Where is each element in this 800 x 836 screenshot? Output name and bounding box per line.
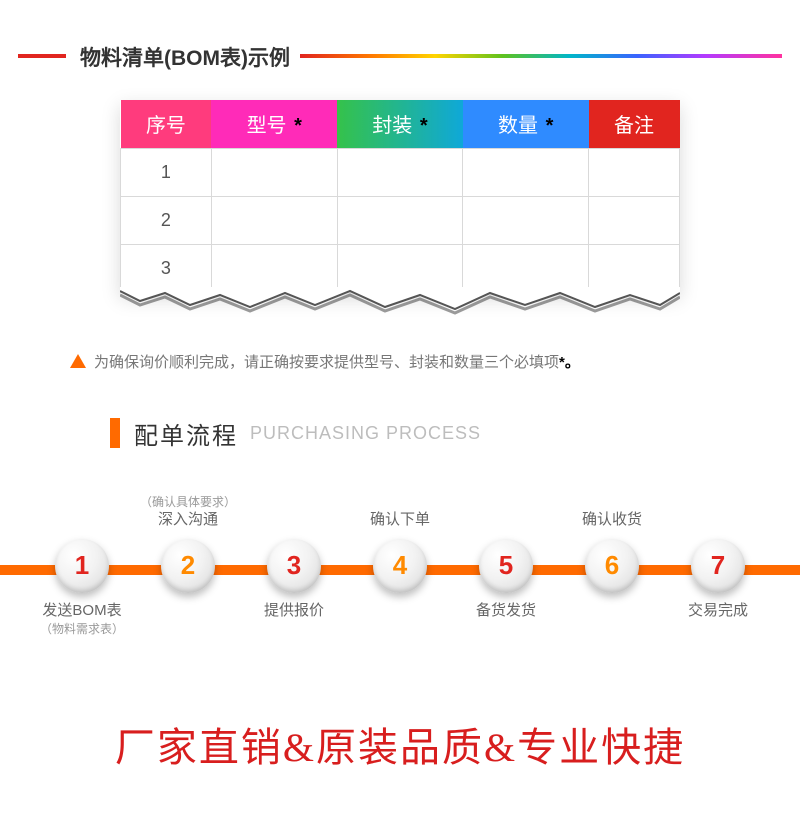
page-title: 物料清单(BOM表)示例: [80, 42, 290, 72]
warning-note: 为确保询价顺利完成，请正确按要求提供型号、封装和数量三个必填项 *。: [70, 351, 730, 372]
required-star-icon: *: [540, 115, 553, 137]
table-cell: 1: [121, 148, 212, 196]
bom-header-cell: 序号: [121, 100, 212, 148]
bom-header-cell: 封装 *: [337, 100, 463, 148]
step-bottom-label: [140, 601, 236, 645]
step-number-circle: 3: [267, 539, 321, 593]
process-step: 5 备货发货: [458, 487, 554, 645]
required-star-icon: *: [414, 115, 427, 137]
bom-table: 序号型号 *封装 *数量 *备注 123: [120, 100, 680, 293]
section2-en: PURCHASING PROCESS: [250, 423, 481, 444]
table-cell: [463, 196, 589, 244]
step-number-circle: 1: [55, 539, 109, 593]
step-top-label: [670, 487, 766, 531]
process-step: 确认收货 6: [564, 487, 660, 645]
step-bottom-label: 交易完成: [670, 601, 766, 645]
process-step: 7 交易完成: [670, 487, 766, 645]
warning-icon: [70, 354, 86, 368]
step-top-main: 深入沟通: [140, 510, 236, 530]
section2-bar: [110, 418, 120, 448]
bom-table-wrap: 序号型号 *封装 *数量 *备注 123: [120, 100, 680, 293]
step-number-circle: 7: [691, 539, 745, 593]
step-number-circle: 5: [479, 539, 533, 593]
bom-header-cell: 备注: [589, 100, 680, 148]
bom-header-label: 封装: [372, 115, 412, 137]
table-cell: 2: [121, 196, 212, 244]
table-row: 3: [121, 244, 680, 292]
table-cell: [337, 148, 463, 196]
step-bottom-main: 备货发货: [476, 602, 536, 619]
section2-cn: 配单流程: [134, 416, 238, 451]
table-row: 2: [121, 196, 680, 244]
step-top-main: 确认下单: [352, 510, 448, 530]
table-cell: [463, 244, 589, 292]
step-bottom-label: [352, 601, 448, 645]
table-cell: [589, 148, 680, 196]
process-step: 3 提供报价: [246, 487, 342, 645]
bom-header-label: 序号: [146, 115, 186, 137]
bom-header-cell: 数量 *: [463, 100, 589, 148]
bom-header-label: 型号: [247, 115, 287, 137]
step-bottom-main: 交易完成: [688, 602, 748, 619]
step-bottom-main: 发送BOM表: [42, 602, 121, 619]
step-top-small: （确认具体要求）: [140, 494, 236, 510]
process-step: 确认下单 4: [352, 487, 448, 645]
step-bottom-main: 提供报价: [264, 602, 324, 619]
step-top-label: 确认下单: [352, 487, 448, 531]
step-top-label: [458, 487, 554, 531]
step-top-main: 确认收货: [564, 510, 660, 530]
table-cell: [211, 148, 337, 196]
step-bottom-label: [564, 601, 660, 645]
table-cell: [463, 148, 589, 196]
process-step: 1 发送BOM表 （物料需求表）: [34, 487, 130, 645]
title-bar: 物料清单(BOM表)示例: [0, 34, 800, 76]
step-top-label: [246, 487, 342, 531]
table-cell: [337, 244, 463, 292]
bom-header-label: 备注: [614, 115, 654, 137]
step-number-circle: 6: [585, 539, 639, 593]
required-star-icon: *: [289, 115, 302, 137]
step-number-circle: 2: [161, 539, 215, 593]
table-cell: [337, 196, 463, 244]
step-bottom-label: 提供报价: [246, 601, 342, 645]
table-cell: [589, 196, 680, 244]
process-flow: 1 发送BOM表 （物料需求表） （确认具体要求）深入沟通 23 提供报价 确认下单 45 备货…: [0, 487, 800, 667]
slogan-text: 厂家直销&原装品质&专业快捷: [0, 715, 800, 773]
table-row: 1: [121, 148, 680, 196]
step-bottom-small: （物料需求表）: [34, 621, 130, 637]
process-step: （确认具体要求）深入沟通 2: [140, 487, 236, 645]
warning-star: *。: [559, 351, 580, 372]
warning-text: 为确保询价顺利完成，请正确按要求提供型号、封装和数量三个必填项: [94, 351, 559, 372]
bom-header-label: 数量: [498, 115, 538, 137]
step-number-circle: 4: [373, 539, 427, 593]
bom-header-cell: 型号 *: [211, 100, 337, 148]
title-red-dash: [18, 54, 66, 58]
step-bottom-label: 发送BOM表 （物料需求表）: [34, 601, 130, 645]
title-rainbow-line: [300, 54, 782, 58]
step-top-label: [34, 487, 130, 531]
section2-title: 配单流程 PURCHASING PROCESS: [110, 416, 800, 451]
table-cell: 3: [121, 244, 212, 292]
step-bottom-label: 备货发货: [458, 601, 554, 645]
step-top-label: 确认收货: [564, 487, 660, 531]
step-top-label: （确认具体要求）深入沟通: [140, 487, 236, 531]
table-cell: [211, 244, 337, 292]
table-cell: [211, 196, 337, 244]
table-cell: [589, 244, 680, 292]
torn-edge: [120, 287, 680, 319]
